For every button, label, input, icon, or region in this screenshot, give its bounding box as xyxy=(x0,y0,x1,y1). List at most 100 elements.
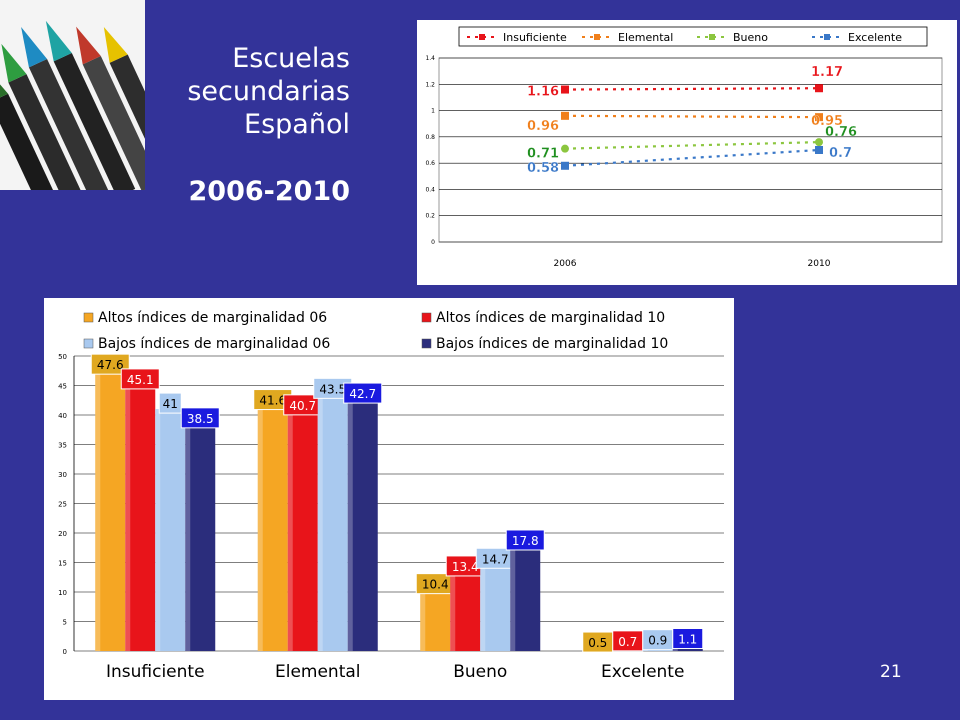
bar-highlight xyxy=(450,571,456,651)
bar-chart-panel: Altos índices de marginalidad 06 Altos ín… xyxy=(44,298,734,700)
bar-highlight xyxy=(257,405,263,651)
line-y-tick-label: 0.4 xyxy=(425,186,435,193)
series-line-3 xyxy=(564,148,820,167)
bar-chart: Altos índices de marginalidad 06 Altos ín… xyxy=(58,310,724,682)
series-data-label-2: 0.71 xyxy=(527,147,559,162)
series-point-3 xyxy=(561,161,569,170)
bar-highlight xyxy=(185,423,191,651)
bar-data-label: 47.6 xyxy=(97,358,124,372)
bar-0 xyxy=(95,370,126,651)
bar-data-label: 1.1 xyxy=(678,633,697,647)
bar-y-tick-label: 0 xyxy=(63,648,67,656)
bar-data-label: 40.7 xyxy=(289,399,316,413)
line-y-tick-label: 1 xyxy=(431,108,435,115)
bar-highlight xyxy=(95,370,101,651)
series-data-label-3: 0.7 xyxy=(829,146,852,161)
bar-3 xyxy=(185,423,216,651)
line-y-tick-label: 0.2 xyxy=(425,213,435,220)
bar-legend-swatch-3 xyxy=(421,338,432,349)
series-point-0 xyxy=(815,84,823,93)
bar-highlight xyxy=(317,394,323,651)
bar-highlight xyxy=(347,399,353,651)
bar-data-label: 10.4 xyxy=(422,578,449,592)
line-y-tick-label: 1.4 xyxy=(425,55,435,62)
title-line-3: Español xyxy=(244,109,350,140)
bar-data-label: 14.7 xyxy=(482,552,509,566)
bar-category-label: Excelente xyxy=(601,662,684,682)
bar-y-tick-label: 45 xyxy=(58,383,67,391)
series-point-3 xyxy=(815,146,823,154)
slide-years: 2006-2010 xyxy=(188,176,351,207)
bar-2 xyxy=(480,564,511,651)
bar-3 xyxy=(510,545,541,651)
series-line-2 xyxy=(564,141,820,150)
bar-data-label-box xyxy=(120,368,160,390)
line-x-tick-label: 2006 xyxy=(554,259,577,269)
bar-data-label: 0.7 xyxy=(618,635,637,649)
bar-category-label: Bueno xyxy=(453,662,507,682)
line-y-tick-label: 0 xyxy=(431,239,435,246)
legend-marker-0 xyxy=(479,34,485,40)
bar-y-tick-label: 40 xyxy=(58,412,67,420)
series-data-label-0: 1.16 xyxy=(527,85,559,100)
colored-pencils-image xyxy=(0,0,145,190)
series-data-label-1: 0.95 xyxy=(811,114,843,129)
bar-y-tick-label: 50 xyxy=(58,353,67,361)
bar-1 xyxy=(287,410,318,651)
bar-legend-label-0: Altos índices de marginalidad 06 xyxy=(98,310,327,326)
bar-highlight xyxy=(420,589,426,651)
line-plot-area xyxy=(438,57,943,243)
bar-data-label-box xyxy=(505,529,545,551)
bar-y-tick-label: 35 xyxy=(58,442,67,450)
bar-data-label-box xyxy=(343,382,383,404)
bar-0 xyxy=(420,589,451,651)
bar-highlight xyxy=(480,564,486,651)
slide-title: Escuelas secundarias Español xyxy=(150,42,350,141)
series-point-2 xyxy=(561,144,569,153)
series-line-1 xyxy=(564,114,820,119)
bar-legend-label-2: Bajos índices de marginalidad 06 xyxy=(98,336,330,352)
legend-marker-2 xyxy=(709,34,715,40)
series-data-label-1: 0.96 xyxy=(527,119,559,134)
bar-y-tick-label: 30 xyxy=(58,471,67,479)
bar-3 xyxy=(347,399,378,651)
legend-label-2: Bueno xyxy=(733,31,768,44)
bar-data-label: 45.1 xyxy=(127,373,154,387)
line-chart: 0 0.2 0.4 0.6 0.8 1 1.2 1.4 2006 2010 Insuficiente… xyxy=(425,26,943,269)
bar-legend-swatch-1 xyxy=(421,312,432,323)
legend-label-1: Elemental xyxy=(618,31,673,44)
bar-data-label-box xyxy=(158,392,182,414)
line-legend-box xyxy=(458,26,928,47)
bar-y-tick-label: 20 xyxy=(58,530,67,538)
bar-1 xyxy=(450,571,481,651)
bar-data-label: 17.8 xyxy=(512,534,539,548)
title-line-2: secundarias xyxy=(187,76,350,107)
bar-data-label-box xyxy=(90,353,130,375)
bar-y-tick-label: 15 xyxy=(58,560,67,568)
series-data-label-3: 0.58 xyxy=(527,161,559,176)
line-y-tick-label: 0.8 xyxy=(425,134,435,141)
bar-2 xyxy=(317,394,348,651)
bar-highlight xyxy=(155,409,161,651)
bar-highlight xyxy=(510,545,516,651)
bar-1 xyxy=(125,384,156,651)
legend-marker-1 xyxy=(594,34,600,40)
title-line-1: Escuelas xyxy=(232,43,350,74)
legend-marker-3 xyxy=(824,34,830,40)
bar-legend-label-1: Altos índices de marginalidad 10 xyxy=(436,310,665,326)
series-data-label-0: 1.17 xyxy=(811,65,843,80)
page-number: 21 xyxy=(880,662,902,682)
series-point-1 xyxy=(561,111,569,120)
series-point-1 xyxy=(815,113,823,122)
series-data-label-2: 0.76 xyxy=(825,125,857,140)
bar-data-label-box xyxy=(180,407,220,429)
bar-2 xyxy=(155,409,186,651)
series-line-0 xyxy=(564,87,820,91)
series-point-0 xyxy=(561,85,569,94)
bar-data-label-box xyxy=(672,628,704,650)
legend-label-0: Insuficiente xyxy=(503,31,567,44)
bar-y-tick-label: 5 xyxy=(63,619,67,627)
bar-data-label: 0.9 xyxy=(648,634,667,648)
bar-legend-swatch-0 xyxy=(83,312,94,323)
bar-data-label: 42.7 xyxy=(349,387,376,401)
